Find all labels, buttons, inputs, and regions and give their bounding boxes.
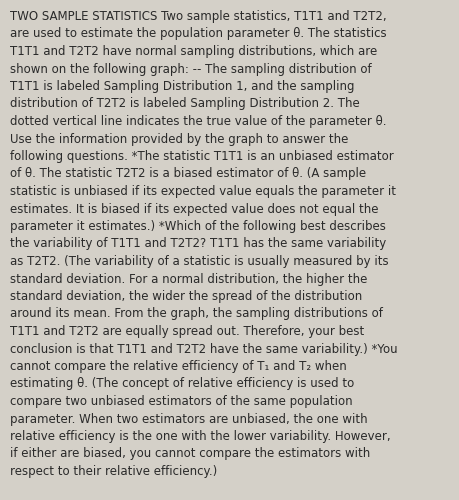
Text: cannot compare the relative efficiency of T₁ and T₂ when: cannot compare the relative efficiency o… (10, 360, 346, 373)
Text: statistic is unbiased if its expected value equals the parameter it: statistic is unbiased if its expected va… (10, 185, 395, 198)
Text: if either are biased, you cannot compare the estimators with: if either are biased, you cannot compare… (10, 448, 369, 460)
Text: TWO SAMPLE STATISTICS Two sample statistics, T1T1 and T2T2,: TWO SAMPLE STATISTICS Two sample statist… (10, 10, 386, 23)
Text: parameter it estimates.) *Which of the following best describes: parameter it estimates.) *Which of the f… (10, 220, 385, 233)
Text: standard deviation, the wider the spread of the distribution: standard deviation, the wider the spread… (10, 290, 362, 303)
Text: shown on the following graph: -- The sampling distribution of: shown on the following graph: -- The sam… (10, 62, 371, 76)
Text: dotted vertical line indicates the true value of the parameter θ.: dotted vertical line indicates the true … (10, 115, 386, 128)
Text: following questions. *The statistic T1T1 is an unbiased estimator: following questions. *The statistic T1T1… (10, 150, 393, 163)
Text: T1T1 and T2T2 are equally spread out. Therefore, your best: T1T1 and T2T2 are equally spread out. Th… (10, 325, 364, 338)
Text: around its mean. From the graph, the sampling distributions of: around its mean. From the graph, the sam… (10, 308, 382, 320)
Text: estimating θ. (The concept of relative efficiency is used to: estimating θ. (The concept of relative e… (10, 378, 353, 390)
Text: T1T1 is labeled Sampling Distribution 1, and the sampling: T1T1 is labeled Sampling Distribution 1,… (10, 80, 354, 93)
Text: Use the information provided by the graph to answer the: Use the information provided by the grap… (10, 132, 347, 145)
Text: parameter. When two estimators are unbiased, the one with: parameter. When two estimators are unbia… (10, 412, 367, 426)
Text: of θ. The statistic T2T2 is a biased estimator of θ. (A sample: of θ. The statistic T2T2 is a biased est… (10, 168, 365, 180)
Text: standard deviation. For a normal distribution, the higher the: standard deviation. For a normal distrib… (10, 272, 367, 285)
Text: distribution of T2T2 is labeled Sampling Distribution 2. The: distribution of T2T2 is labeled Sampling… (10, 98, 359, 110)
Text: estimates. It is biased if its expected value does not equal the: estimates. It is biased if its expected … (10, 202, 378, 215)
Text: relative efficiency is the one with the lower variability. However,: relative efficiency is the one with the … (10, 430, 390, 443)
Text: conclusion is that T1T1 and T2T2 have the same variability.) *You: conclusion is that T1T1 and T2T2 have th… (10, 342, 397, 355)
Text: respect to their relative efficiency.): respect to their relative efficiency.) (10, 465, 217, 478)
Text: compare two unbiased estimators of the same population: compare two unbiased estimators of the s… (10, 395, 352, 408)
Text: as T2T2. (The variability of a statistic is usually measured by its: as T2T2. (The variability of a statistic… (10, 255, 388, 268)
Text: are used to estimate the population parameter θ. The statistics: are used to estimate the population para… (10, 28, 386, 40)
Text: T1T1 and T2T2 have normal sampling distributions, which are: T1T1 and T2T2 have normal sampling distr… (10, 45, 376, 58)
Text: the variability of T1T1 and T2T2? T1T1 has the same variability: the variability of T1T1 and T2T2? T1T1 h… (10, 238, 386, 250)
